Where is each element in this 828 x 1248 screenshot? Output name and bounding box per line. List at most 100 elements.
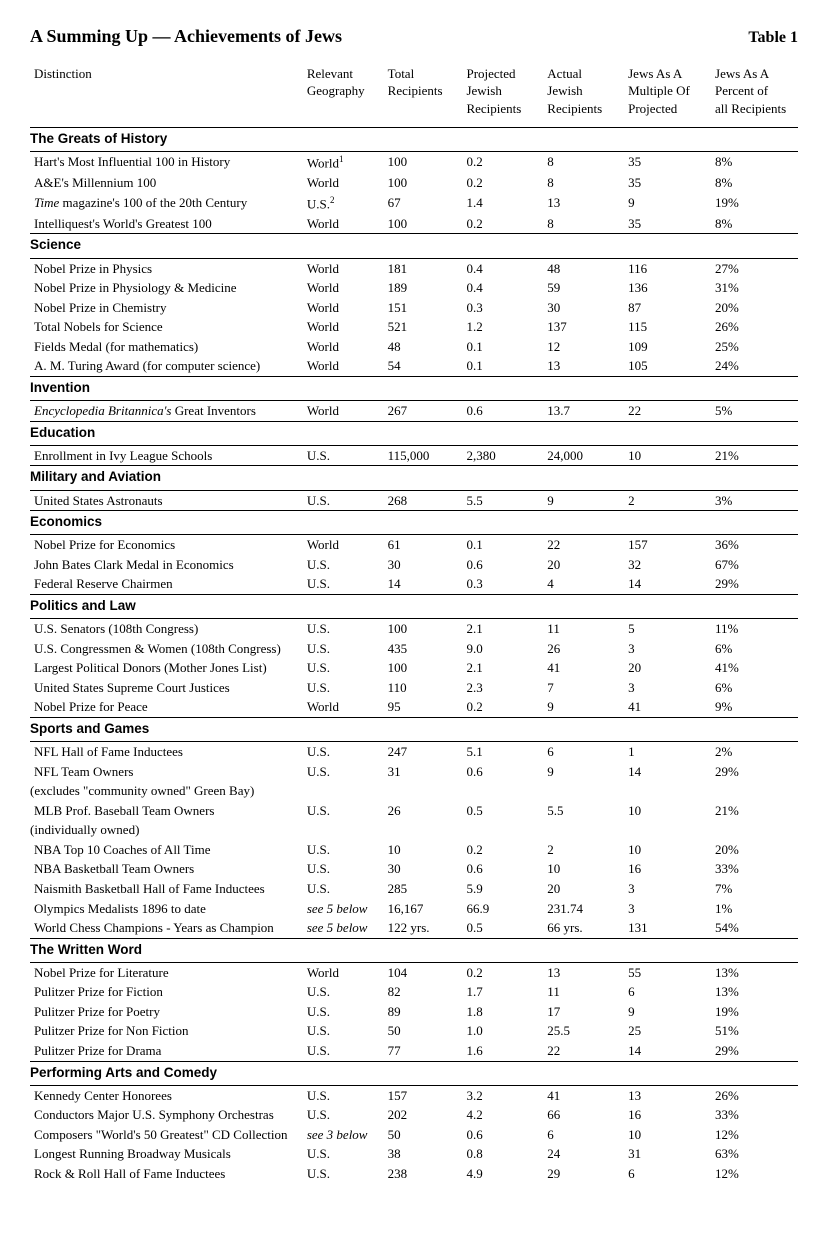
cell-total: 157 — [384, 1085, 463, 1105]
cell-projected: 4.9 — [462, 1164, 543, 1184]
cell-geography: World — [303, 278, 384, 298]
cell-percent: 20% — [711, 298, 798, 318]
table-row: Longest Running Broadway MusicalsU.S.380… — [30, 1144, 798, 1164]
cell-geography: U.S. — [303, 801, 384, 821]
cell-actual: 13 — [543, 962, 624, 982]
cell-distinction: Conductors Major U.S. Symphony Orchestra… — [30, 1105, 303, 1125]
cell-actual: 13 — [543, 356, 624, 376]
cell-geography: U.S. — [303, 619, 384, 639]
cell-projected: 1.2 — [462, 317, 543, 337]
table-row: Conductors Major U.S. Symphony Orchestra… — [30, 1105, 798, 1125]
cell-distinction: World Chess Champions - Years as Champio… — [30, 918, 303, 938]
cell-geography: U.S. — [303, 555, 384, 575]
cell-percent: 12% — [711, 1125, 798, 1145]
cell-total: 181 — [384, 258, 463, 278]
table-row: A&E's Millennium 100World1000.28358% — [30, 173, 798, 193]
table-row: NBA Basketball Team OwnersU.S.300.610163… — [30, 859, 798, 879]
section-title: Invention — [30, 376, 798, 400]
cell-actual: 10 — [543, 859, 624, 879]
section-title: Science — [30, 234, 798, 258]
section-title: The Greats of History — [30, 128, 798, 152]
cell-percent: 25% — [711, 337, 798, 357]
cell-geography: World — [303, 214, 384, 234]
section-header: The Written Word — [30, 938, 798, 962]
cell-distinction: Encyclopedia Britannica's Great Inventor… — [30, 401, 303, 422]
cell-geography: see 5 below — [303, 918, 384, 938]
cell-distinction: Nobel Prize in Physiology & Medicine — [30, 278, 303, 298]
cell-total: 38 — [384, 1144, 463, 1164]
table-row: Time magazine's 100 of the 20th CenturyU… — [30, 193, 798, 214]
cell-total: 54 — [384, 356, 463, 376]
table-row: Largest Political Donors (Mother Jones L… — [30, 658, 798, 678]
cell-total: 100 — [384, 173, 463, 193]
cell-actual: 25.5 — [543, 1021, 624, 1041]
table-row: Nobel Prize in ChemistryWorld1510.330872… — [30, 298, 798, 318]
cell-percent: 67% — [711, 555, 798, 575]
cell-geography: U.S.2 — [303, 193, 384, 214]
cell-multiple: 35 — [624, 152, 711, 173]
table-row: Pulitzer Prize for Non FictionU.S.501.02… — [30, 1021, 798, 1041]
cell-percent: 36% — [711, 535, 798, 555]
cell-total: 115,000 — [384, 445, 463, 466]
cell-projected: 0.4 — [462, 258, 543, 278]
cell-distinction: U.S. Senators (108th Congress) — [30, 619, 303, 639]
cell-projected: 0.5 — [462, 801, 543, 821]
section-title: Military and Aviation — [30, 466, 798, 490]
cell-multiple: 13 — [624, 1085, 711, 1105]
cell-geography: see 5 below — [303, 899, 384, 919]
table-row: World Chess Champions - Years as Champio… — [30, 918, 798, 938]
cell-distinction: Time magazine's 100 of the 20th Century — [30, 193, 303, 214]
cell-distinction: Composers "World's 50 Greatest" CD Colle… — [30, 1125, 303, 1145]
cell-total: 521 — [384, 317, 463, 337]
cell-projected: 0.6 — [462, 555, 543, 575]
cell-total: 100 — [384, 619, 463, 639]
table-row-subline: (excludes "community owned" Green Bay) — [30, 781, 798, 801]
cell-geography: U.S. — [303, 1002, 384, 1022]
cell-distinction: United States Astronauts — [30, 490, 303, 511]
cell-distinction: Nobel Prize in Chemistry — [30, 298, 303, 318]
cell-distinction: Pulitzer Prize for Drama — [30, 1041, 303, 1061]
cell-actual: 7 — [543, 678, 624, 698]
section-header: Economics — [30, 511, 798, 535]
cell-total: 31 — [384, 762, 463, 782]
table-row: Encyclopedia Britannica's Great Inventor… — [30, 401, 798, 422]
table-body: The Greats of HistoryHart's Most Influen… — [30, 128, 798, 1184]
cell-projected: 0.5 — [462, 918, 543, 938]
cell-distinction: MLB Prof. Baseball Team Owners — [30, 801, 303, 821]
cell-geography: U.S. — [303, 678, 384, 698]
col-header-2: TotalRecipients — [384, 63, 463, 128]
table-row: NFL Hall of Fame InducteesU.S.2475.1612% — [30, 742, 798, 762]
cell-projected: 1.7 — [462, 982, 543, 1002]
cell-distinction: Pulitzer Prize for Fiction — [30, 982, 303, 1002]
table-row: Composers "World's 50 Greatest" CD Colle… — [30, 1125, 798, 1145]
cell-actual: 24,000 — [543, 445, 624, 466]
cell-total: 285 — [384, 879, 463, 899]
table-row: Federal Reserve ChairmenU.S.140.341429% — [30, 574, 798, 594]
cell-geography: U.S. — [303, 762, 384, 782]
cell-actual: 20 — [543, 555, 624, 575]
cell-total: 189 — [384, 278, 463, 298]
cell-total: 10 — [384, 840, 463, 860]
cell-percent: 41% — [711, 658, 798, 678]
cell-percent: 26% — [711, 317, 798, 337]
cell-projected: 0.2 — [462, 697, 543, 717]
cell-multiple: 3 — [624, 639, 711, 659]
cell-geography: World — [303, 401, 384, 422]
table-row: Pulitzer Prize for DramaU.S.771.6221429% — [30, 1041, 798, 1061]
cell-distinction: Rock & Roll Hall of Fame Inductees — [30, 1164, 303, 1184]
cell-distinction: Nobel Prize for Literature — [30, 962, 303, 982]
cell-multiple: 9 — [624, 193, 711, 214]
cell-percent: 19% — [711, 193, 798, 214]
table-row: John Bates Clark Medal in EconomicsU.S.3… — [30, 555, 798, 575]
cell-actual: 8 — [543, 173, 624, 193]
table-row: Rock & Roll Hall of Fame InducteesU.S.23… — [30, 1164, 798, 1184]
cell-percent: 33% — [711, 859, 798, 879]
cell-total: 48 — [384, 337, 463, 357]
cell-projected: 0.6 — [462, 1125, 543, 1145]
cell-total: 14 — [384, 574, 463, 594]
cell-total: 104 — [384, 962, 463, 982]
cell-total: 77 — [384, 1041, 463, 1061]
cell-projected: 5.9 — [462, 879, 543, 899]
cell-total: 89 — [384, 1002, 463, 1022]
cell-distinction: NBA Basketball Team Owners — [30, 859, 303, 879]
